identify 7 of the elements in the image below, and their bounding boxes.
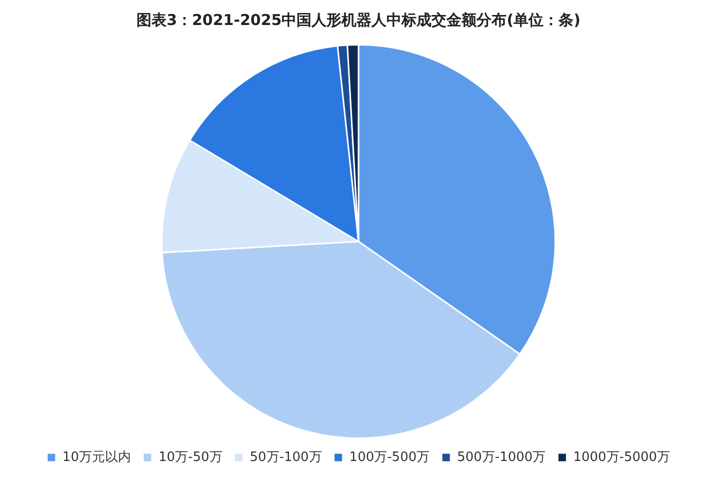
legend-label: 500万-1000万 [457,450,546,465]
chart-title: 图表3：2021-2025中国人形机器人中标成交金额分布(单位：条) [136,10,580,29]
legend-label: 10万-50万 [158,450,222,465]
legend-label: 50万-100万 [250,450,322,465]
legend-label: 100万-500万 [349,450,430,465]
legend-label: 10万元以内 [62,450,131,465]
legend-label: 1000万-5000万 [573,450,670,465]
